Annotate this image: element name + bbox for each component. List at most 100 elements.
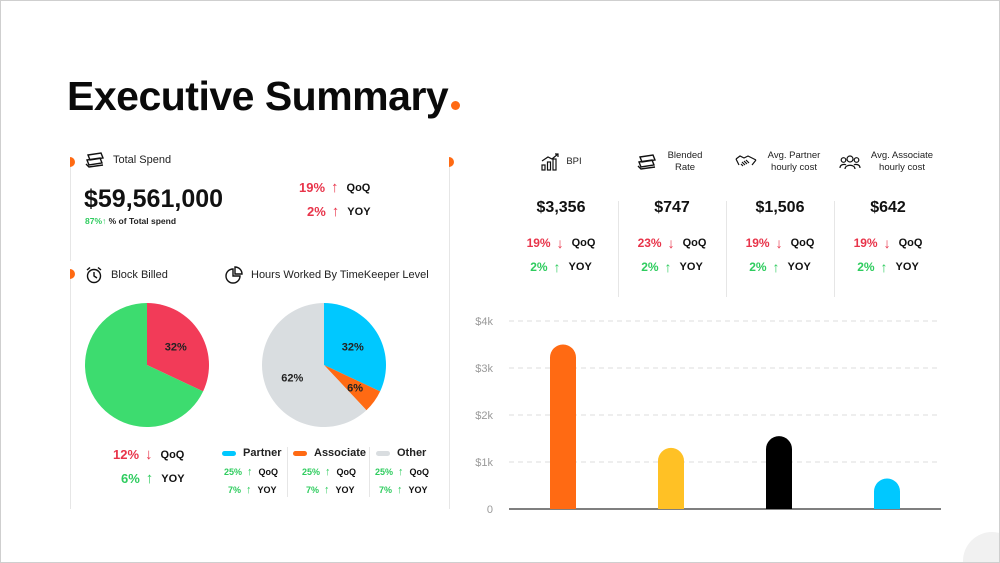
hours-worked-header: Hours Worked By TimeKeeper Level bbox=[225, 266, 429, 284]
section-marker-kpis bbox=[449, 157, 454, 167]
arrow-up-icon: ↑ bbox=[397, 484, 403, 496]
left-divider-top bbox=[70, 161, 71, 261]
page-title: Executive Summary bbox=[67, 73, 461, 120]
bar-2 bbox=[658, 447, 684, 509]
kpi-partner-cost-value: $1,506 bbox=[755, 199, 805, 216]
section-marker-total-spend bbox=[70, 157, 75, 167]
corner-decoration bbox=[963, 532, 999, 562]
arrow-up-icon: ↑ bbox=[331, 203, 340, 220]
legend-associate: Associate bbox=[293, 447, 366, 459]
total-spend-share: 87%↑ % of Total spend bbox=[85, 216, 176, 226]
kpi-divider-1 bbox=[618, 201, 619, 297]
hours-label-other: 62% bbox=[281, 373, 303, 385]
alarm-clock-icon bbox=[86, 266, 102, 284]
total-spend-share-pct: 87% bbox=[85, 216, 103, 226]
total-spend-qoq: 19% ↑ QoQ bbox=[299, 179, 371, 196]
hours-slice-partner bbox=[324, 303, 386, 392]
section-marker-block-billed bbox=[70, 269, 75, 279]
arrow-up-icon: ↑ bbox=[247, 466, 253, 478]
money-stack-icon bbox=[637, 154, 656, 170]
kpi-associate-cost-qoq: 19% ↓ QoQ bbox=[853, 235, 923, 251]
center-divider bbox=[449, 161, 450, 509]
bar-3 bbox=[766, 436, 792, 509]
kpi-bpi-header: BPI bbox=[507, 147, 615, 177]
partner-qoq: 25% ↑ QoQ bbox=[224, 466, 279, 478]
kpi-partner-cost-qoq: 19% ↓ QoQ bbox=[745, 235, 815, 251]
up-arrow-icon: ↑ bbox=[102, 216, 107, 226]
kpi-bpi-yoy: 2% ↑ YOY bbox=[530, 259, 592, 275]
chart-trend-icon bbox=[541, 153, 559, 171]
bar-4 bbox=[874, 478, 900, 509]
arrow-down-icon: ↓ bbox=[556, 235, 564, 251]
legend-partner: Partner bbox=[222, 447, 282, 459]
kpi-blended-rate-label: Blended Rate bbox=[667, 150, 703, 173]
block-billed-qoq: 12% ↓ QoQ bbox=[113, 446, 185, 463]
kpi-bpi-label: BPI bbox=[566, 156, 582, 167]
block-billed-slice-slice-1 bbox=[85, 303, 204, 427]
kpi-bpi: BPI $3,356 19% ↓ QoQ 2% ↑ YOY bbox=[507, 147, 615, 297]
handshake-icon bbox=[735, 155, 757, 167]
legend-swatch-associate bbox=[293, 450, 307, 456]
arrow-up-icon: ↑ bbox=[325, 466, 331, 478]
arrow-up-icon: ↑ bbox=[772, 259, 780, 275]
kpi-associate-cost-header: Avg. Associate hourly cost bbox=[834, 147, 942, 177]
kpi-associate-cost-yoy: 2% ↑ YOY bbox=[857, 259, 919, 275]
block-billed-label-slice-0: 32% bbox=[165, 342, 187, 354]
other-qoq: 25% ↑ QoQ bbox=[375, 466, 430, 478]
hours-worked-label: Hours Worked By TimeKeeper Level bbox=[251, 269, 429, 281]
legend-swatch-other bbox=[376, 450, 390, 456]
bar-1 bbox=[550, 344, 576, 509]
hours-slice-associate bbox=[324, 365, 381, 411]
block-billed-label: Block Billed bbox=[111, 269, 168, 281]
kpi-bpi-qoq: 19% ↓ QoQ bbox=[526, 235, 596, 251]
hours-label-partner: 32% bbox=[342, 342, 364, 354]
y-tick-label: 0 bbox=[487, 504, 493, 516]
arrow-up-icon: ↑ bbox=[331, 179, 339, 196]
kpi-partner-cost: Avg. Partner hourly cost $1,506 19% ↓ QoQ … bbox=[726, 147, 834, 297]
partner-yoy: 7% ↑ YOY bbox=[228, 484, 277, 496]
total-spend-share-label: % of Total spend bbox=[108, 216, 177, 226]
kpi-blended-rate-value: $747 bbox=[654, 199, 690, 216]
legend-other: Other bbox=[376, 447, 426, 459]
hours-slice-other bbox=[261, 303, 367, 427]
arrow-up-icon: ↑ bbox=[553, 259, 561, 275]
kpi-blended-rate: Blended Rate $747 23% ↓ QoQ 2% ↑ YOY bbox=[618, 147, 726, 297]
block-billed-pie-chart: 32% bbox=[85, 303, 209, 427]
block-billed-slice-slice-0 bbox=[147, 303, 209, 392]
y-tick-label: $4k bbox=[475, 316, 493, 328]
hours-label-associate: 6% bbox=[347, 383, 363, 395]
kpi-blended-rate-yoy: 2% ↑ YOY bbox=[641, 259, 703, 275]
group-icon bbox=[839, 155, 861, 170]
y-tick-label: $3k bbox=[475, 363, 493, 375]
kpi-associate-cost-value: $642 bbox=[870, 199, 906, 216]
kpi-blended-rate-qoq: 23% ↓ QoQ bbox=[637, 235, 707, 251]
kpi-associate-cost-label: Avg. Associate hourly cost bbox=[870, 150, 934, 173]
block-billed-header: Block Billed bbox=[85, 266, 168, 284]
total-spend-label: Total Spend bbox=[113, 154, 172, 166]
money-stack-icon bbox=[85, 152, 104, 168]
total-spend-header: Total Spend bbox=[85, 152, 171, 168]
arrow-down-icon: ↓ bbox=[883, 235, 891, 251]
arrow-down-icon: ↓ bbox=[145, 446, 153, 463]
total-spend-yoy: 2% ↑ YOY bbox=[307, 203, 371, 220]
kpi-blended-rate-header: Blended Rate bbox=[618, 147, 726, 177]
kpi-partner-cost-header: Avg. Partner hourly cost bbox=[726, 147, 834, 177]
other-yoy: 7% ↑ YOY bbox=[379, 484, 428, 496]
legend-divider-2 bbox=[369, 447, 370, 497]
total-spend-value: $59,561,000 bbox=[84, 185, 224, 213]
cost-bar-chart: 0 $1k $2k $3k $4k bbox=[475, 316, 941, 516]
arrow-up-icon: ↑ bbox=[398, 466, 404, 478]
kpi-partner-cost-label: Avg. Partner hourly cost bbox=[767, 150, 821, 173]
y-tick-label: $2k bbox=[475, 410, 493, 422]
legend-divider-1 bbox=[287, 447, 288, 497]
y-tick-label: $1k bbox=[475, 457, 493, 469]
arrow-up-icon: ↑ bbox=[664, 259, 672, 275]
kpi-bpi-value: $3,356 bbox=[536, 199, 586, 216]
associate-yoy: 7% ↑ YOY bbox=[306, 484, 355, 496]
arrow-up-icon: ↑ bbox=[246, 484, 252, 496]
arrow-down-icon: ↓ bbox=[775, 235, 783, 251]
kpi-associate-cost: Avg. Associate hourly cost $642 19% ↓ QoQ … bbox=[834, 147, 942, 297]
kpi-divider-2 bbox=[726, 201, 727, 297]
left-divider-bottom bbox=[70, 273, 71, 509]
